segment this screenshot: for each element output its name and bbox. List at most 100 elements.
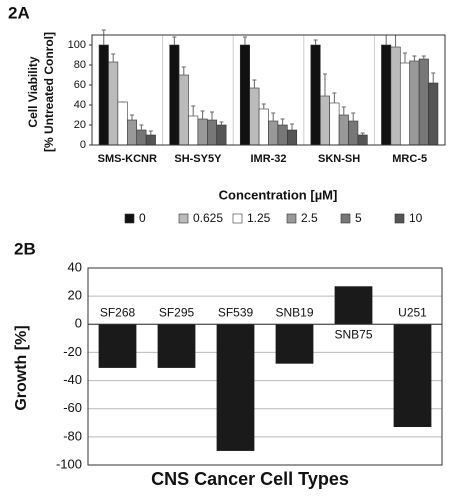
error-bar	[210, 111, 215, 120]
bar	[258, 108, 269, 146]
error-bar	[139, 124, 144, 130]
panel-title: 2B	[14, 239, 36, 258]
legend-label: 0	[139, 211, 146, 225]
y-axis-label: [% Untreated Conrol]	[42, 32, 56, 152]
bar	[287, 129, 298, 146]
bar	[178, 74, 189, 146]
bar	[310, 44, 321, 146]
bar	[207, 119, 218, 146]
legend-label: 10	[409, 211, 423, 225]
bar	[249, 87, 260, 146]
bar	[98, 324, 137, 368]
bar	[275, 324, 314, 364]
bar	[188, 115, 199, 146]
x-tick-label: SH-SY5Y	[174, 153, 222, 165]
bar	[428, 82, 439, 146]
x-tick-label: IMR-32	[250, 153, 286, 165]
bar	[136, 129, 147, 146]
bar	[329, 102, 340, 146]
bar	[145, 134, 156, 146]
plot-frame	[87, 267, 443, 466]
x-tick-label: SMS-KCNR	[98, 153, 157, 165]
error-bar	[219, 121, 224, 125]
y-tick-label: 80	[74, 59, 86, 71]
y-tick-label: 20	[68, 288, 82, 303]
y-tick-label: -100	[56, 456, 82, 471]
bar	[117, 101, 128, 146]
y-tick-label: 20	[74, 119, 86, 131]
bar	[216, 124, 227, 146]
bar	[418, 58, 429, 146]
y-tick-label: 60	[74, 79, 86, 91]
y-axis-label: Cell Viability	[26, 56, 40, 127]
error-bar	[402, 52, 407, 63]
error-bar	[191, 105, 196, 116]
bar	[127, 119, 138, 146]
bar	[98, 44, 109, 146]
error-bar	[280, 118, 285, 125]
category-label: SF268	[100, 305, 136, 319]
legend-swatch	[232, 213, 243, 224]
legend-swatch	[394, 213, 405, 224]
plot-frame	[91, 34, 446, 146]
error-bar	[322, 73, 327, 96]
bar	[108, 61, 119, 146]
legend-swatch	[286, 213, 297, 224]
y-tick-label: -60	[63, 400, 82, 415]
bar	[390, 46, 401, 146]
category-label: U251	[398, 305, 427, 319]
error-bar	[421, 55, 426, 59]
legend-label: 0.625	[193, 211, 223, 225]
error-bar	[412, 55, 417, 61]
category-label: SF539	[218, 305, 254, 319]
bar	[197, 118, 208, 146]
legend-swatch	[178, 213, 189, 224]
bar	[239, 44, 250, 146]
y-tick-label: -40	[63, 372, 82, 387]
error-bar	[351, 112, 356, 121]
category-label: SNB19	[275, 305, 313, 319]
legend-swatch	[124, 213, 135, 224]
bar	[169, 44, 180, 146]
x-tick-label: MRC-5	[392, 153, 427, 165]
bar	[319, 95, 330, 146]
y-axis-label: Growth [%]	[13, 325, 30, 410]
error-bar	[252, 79, 257, 88]
error-bar	[290, 123, 295, 130]
legend-label: 5	[355, 211, 362, 225]
bar	[393, 324, 432, 428]
bar	[348, 120, 359, 146]
error-bar	[101, 29, 106, 45]
error-bar	[261, 103, 266, 109]
error-bar	[431, 72, 436, 83]
error-bar	[148, 130, 153, 135]
bar	[334, 286, 373, 325]
x-axis-label: Concentration [µM]	[219, 187, 338, 202]
bar	[277, 124, 288, 146]
category-label: SF295	[159, 305, 195, 319]
error-bar	[111, 53, 116, 62]
y-tick-label: 0	[75, 316, 82, 331]
error-bar	[393, 34, 398, 47]
y-tick-label: -80	[63, 428, 82, 443]
bar	[157, 324, 196, 368]
error-bar	[200, 110, 205, 119]
y-tick-label: 0	[80, 139, 86, 151]
bar	[338, 114, 349, 146]
y-tick-label: 40	[74, 99, 86, 111]
category-label: SNB75	[334, 327, 372, 341]
x-tick-label: SKN-SH	[318, 153, 360, 165]
y-tick-label: 40	[68, 259, 82, 274]
bar	[399, 62, 410, 146]
bar	[357, 134, 368, 146]
error-bar	[360, 132, 365, 135]
error-bar	[271, 112, 276, 121]
error-bar	[313, 39, 318, 45]
y-tick-label: 100	[68, 39, 86, 51]
panel-title: 2A	[8, 3, 30, 22]
legend-swatch	[340, 213, 351, 224]
y-tick-label: -20	[63, 344, 82, 359]
error-bar	[172, 36, 177, 45]
error-bar	[130, 114, 135, 120]
